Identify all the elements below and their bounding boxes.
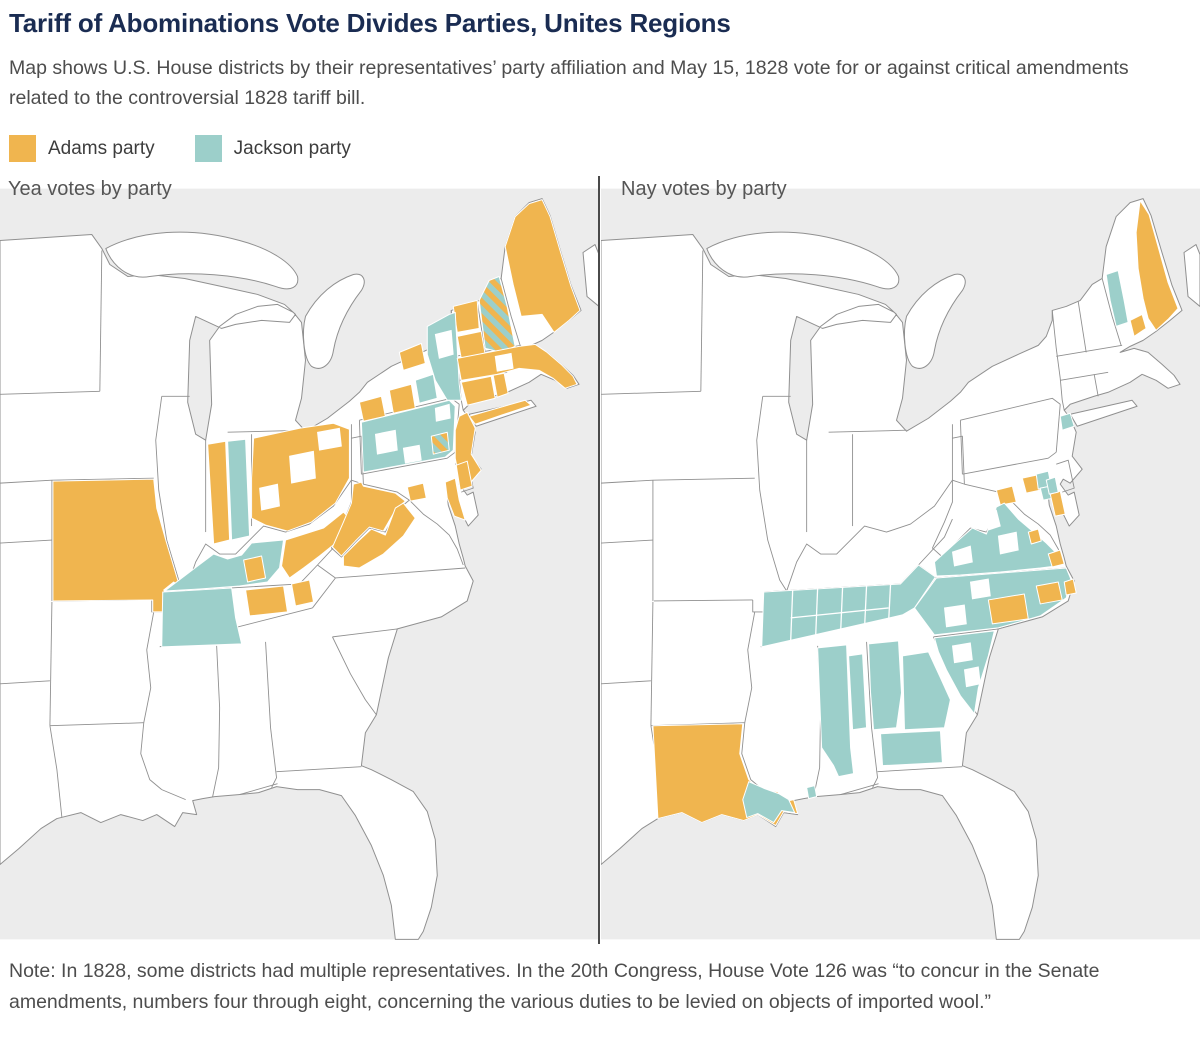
district-mainecoast-adams: [1129, 313, 1147, 337]
tn-district-line4: [863, 585, 868, 628]
legend-label-adams: Adams party: [48, 137, 155, 159]
page-subtitle: Map shows U.S. House districts by their …: [9, 57, 1129, 109]
pennsylvania-gap3: [434, 403, 451, 422]
panel-label-nay: Nay votes by party: [621, 178, 787, 200]
district-centralky-adams: [243, 555, 267, 583]
district-newhampshire-split: [478, 275, 516, 353]
district-easternshore-adams: [444, 477, 466, 521]
district-maryland-adams: [406, 482, 427, 502]
district-longisland-adams: [468, 399, 532, 425]
legend: Adams party Jackson party: [0, 113, 1200, 162]
district-coastnc-adams: [1063, 578, 1077, 596]
sc-gap2: [963, 666, 981, 688]
adirondack-gap: [434, 329, 454, 359]
district-eastky-adams: [281, 511, 352, 579]
district-westva-adams: [342, 502, 416, 569]
district-upstateny-adams: [398, 342, 426, 371]
district-massachusetts-adams: [456, 343, 578, 389]
ohio-gap2: [317, 427, 342, 451]
ohio-gap3: [259, 483, 280, 511]
panel-divider: [598, 176, 600, 944]
districts-nay: [652, 200, 1179, 827]
virginia-gap1: [951, 545, 973, 567]
tn-district-line5: [887, 584, 892, 624]
districts-yea: [52, 199, 581, 648]
massachusetts-gap: [494, 352, 514, 372]
district-centralal-jackson: [848, 653, 868, 731]
district-westtn-jackson: [161, 587, 243, 648]
district-northnj-jackson: [1059, 412, 1075, 431]
nc-gap1: [943, 604, 967, 628]
map-panel-nay: Nay votes by party: [601, 176, 1200, 942]
district-southga-jackson: [880, 730, 943, 767]
district-sepenn-split: [430, 431, 450, 455]
district-norfolk-adams: [1047, 549, 1065, 568]
sc-gap1: [951, 642, 973, 664]
pennsylvania-gap1: [374, 429, 398, 455]
adams-swatch-icon: [9, 135, 36, 162]
maps-row: Yea votes by party: [0, 176, 1200, 944]
district-pennsylvania-jackson: [360, 399, 456, 473]
nay-map-canvas: [601, 188, 1200, 940]
legend-item-adams: Adams party: [9, 135, 155, 162]
page-title: Tariff of Abominations Vote Divides Part…: [9, 8, 731, 38]
district-rhodeisland-adams: [492, 372, 509, 398]
district-tennessee-jackson: [761, 564, 936, 648]
district-maine-adams: [504, 199, 581, 333]
virginia-gap3: [985, 509, 1001, 531]
note-text: Note: In 1828, some districts had multip…: [9, 960, 1100, 1013]
map-panel-yea: Yea votes by party: [0, 176, 599, 942]
pennsylvania-gap2: [402, 444, 422, 464]
district-connecticut-adams: [460, 375, 496, 406]
yea-map-canvas: [0, 188, 599, 940]
district-vermont-adams: [452, 299, 480, 333]
district-easternshore-nay-jackson: [1045, 476, 1059, 495]
district-indiana-adams: [207, 440, 231, 545]
district-eastnc-adams: [1035, 581, 1063, 605]
district-westga-jackson: [868, 640, 902, 731]
tn-district-line1: [790, 589, 794, 641]
panel-label-yea: Yea votes by party: [8, 178, 172, 200]
district-eastga-jackson: [901, 651, 951, 731]
tn-district-line6: [790, 607, 889, 619]
district-midtn-adams: [245, 585, 289, 617]
district-centralnc-adams: [987, 593, 1029, 625]
virginia-gap2: [997, 531, 1019, 555]
district-delaware-adams: [455, 460, 473, 491]
district-westvirginia-adams: [331, 481, 406, 557]
jackson-swatch-icon: [194, 135, 222, 162]
district-midtn2-adams: [291, 579, 314, 607]
legend-label-jackson: Jackson party: [233, 137, 351, 159]
district-westal-jackson: [817, 644, 855, 778]
tn-district-line3: [839, 586, 844, 633]
district-eastmaine-adams: [1135, 200, 1179, 331]
tn-district-line2: [814, 587, 819, 637]
ohio-gap1: [289, 450, 316, 484]
district-westmd-adams: [995, 485, 1017, 506]
district-indiana-jackson: [227, 438, 251, 541]
nc-gap2: [969, 578, 991, 600]
district-missouri-adams: [52, 478, 186, 613]
district-centralny-jackson: [414, 373, 438, 404]
district-ladelta-jackson: [742, 781, 796, 824]
legend-item-jackson: Jackson party: [194, 135, 351, 162]
header: Tariff of Abominations Vote Divides Part…: [0, 0, 1200, 113]
district-mscoast-jackson: [806, 785, 818, 800]
district-westmaine-jackson: [1105, 269, 1129, 327]
district-vacoast-adams: [1027, 528, 1042, 545]
